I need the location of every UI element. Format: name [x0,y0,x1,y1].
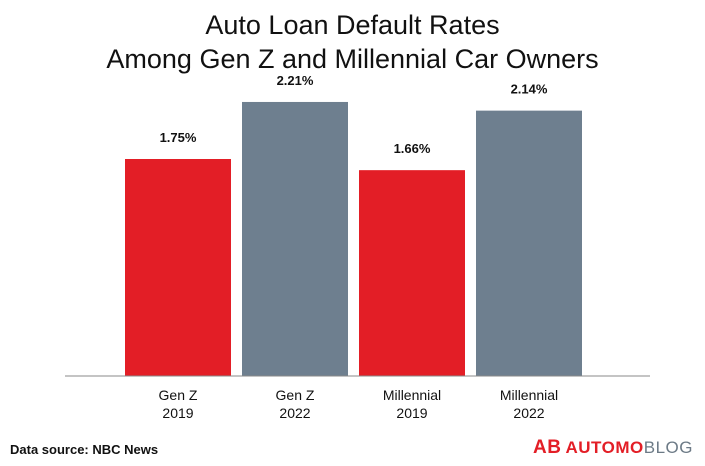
bar [125,159,231,376]
x-tick-label: 2022 [279,405,310,421]
x-tick-label: Gen Z [276,387,315,403]
x-tick-label: 2022 [513,405,544,421]
chart-title-line-2: Among Gen Z and Millennial Car Owners [106,44,599,74]
bar [242,101,348,377]
x-tick-label: Gen Z [159,387,198,403]
automoblog-logo: AB AUTOMOBLOG [533,437,693,459]
x-tick-label: 2019 [396,405,427,421]
x-tick-label: 2019 [162,405,193,421]
logo-mark-icon: AB [533,437,562,458]
data-label: 1.75% [160,130,197,145]
bar [359,170,465,376]
logo-word-blog: BLOG [643,438,693,457]
data-label: 2.14% [511,82,548,97]
x-tick-label: Millennial [383,387,441,403]
x-tick-label: Millennial [500,387,558,403]
data-label: 2.21% [277,73,314,88]
bar [476,110,582,376]
logo-word-auto: AUTOMO [565,438,644,457]
chart-title-line-1: Auto Loan Default Rates [205,10,500,40]
logo-wordmark: AUTOMOBLOG [566,438,694,458]
data-label: 1.66% [394,141,431,156]
data-source-note: Data source: NBC News [10,442,159,457]
